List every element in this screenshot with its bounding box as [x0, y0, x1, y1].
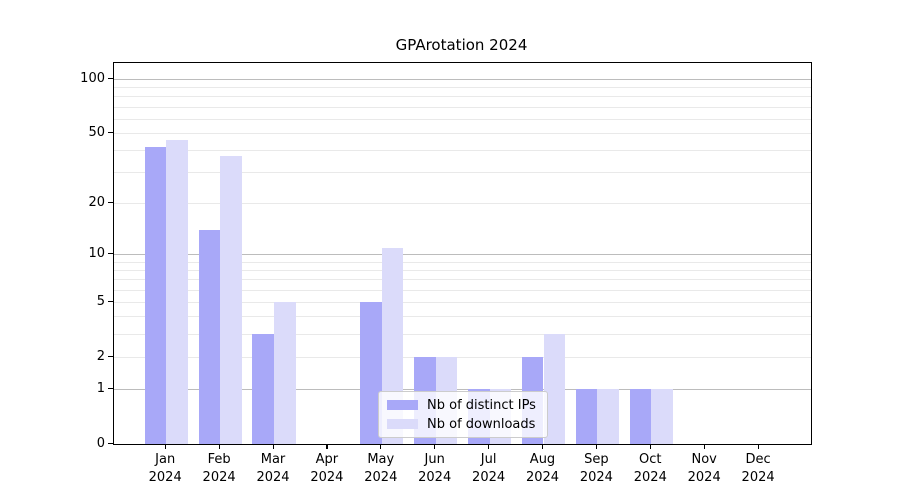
gridline-y-30 — [114, 172, 811, 174]
legend-item-downloads: Nb of downloads — [387, 417, 539, 432]
gridline-y-100 — [114, 78, 811, 80]
bar-sep-distinct-ips — [575, 389, 598, 444]
gridline-y-90 — [114, 86, 811, 88]
x-tick-label-mar: Mar 2024 — [256, 452, 290, 485]
bar-mar-distinct-ips — [252, 334, 274, 444]
bar-jan-downloads — [166, 139, 188, 444]
x-tick-mark-apr — [326, 444, 328, 449]
y-tick-label-20: 20 — [88, 194, 105, 210]
x-tick-label-nov: Nov 2024 — [687, 452, 721, 485]
y-tick-mark-100 — [108, 77, 113, 79]
x-tick-label-may: May 2024 — [364, 452, 398, 485]
x-tick-label-feb: Feb 2024 — [202, 452, 236, 485]
gridline-y-7 — [114, 279, 811, 281]
bar-oct-downloads — [651, 389, 673, 444]
plot-area — [113, 62, 812, 445]
x-tick-label-dec: Dec 2024 — [741, 452, 775, 485]
gridline-y-10 — [114, 253, 811, 255]
x-tick-label-jul: Jul 2024 — [472, 452, 506, 485]
legend-swatch-downloads — [387, 419, 418, 429]
bar-mar-downloads — [274, 302, 296, 444]
y-tick-mark-0 — [108, 442, 113, 444]
x-tick-mark-dec — [757, 444, 759, 449]
gridline-y-80 — [114, 96, 811, 98]
bar-aug-downloads — [543, 334, 566, 444]
legend-item-distinct-ips: Nb of distinct IPs — [387, 398, 539, 413]
x-tick-label-jan: Jan 2024 — [148, 452, 182, 485]
x-tick-mark-feb — [218, 444, 220, 449]
bar-oct-distinct-ips — [629, 389, 652, 444]
x-tick-mark-oct — [649, 444, 651, 449]
x-tick-mark-jan — [164, 444, 166, 449]
legend-label-distinct-ips: Nb of distinct IPs — [427, 397, 536, 413]
x-tick-label-aug: Aug 2024 — [525, 452, 560, 485]
x-tick-label-sep: Sep 2024 — [579, 452, 613, 485]
y-tick-mark-2 — [108, 355, 113, 357]
y-tick-label-0: 0 — [96, 435, 105, 451]
y-tick-label-1: 1 — [96, 380, 105, 396]
y-tick-label-50: 50 — [88, 124, 105, 140]
gridline-y-5 — [114, 301, 811, 303]
gridline-y-8 — [114, 269, 811, 271]
gridline-y-60 — [114, 118, 811, 120]
bar-jan-distinct-ips — [144, 146, 167, 444]
x-tick-mark-aug — [542, 444, 544, 449]
legend: Nb of distinct IPs Nb of downloads — [378, 391, 548, 438]
bar-sep-downloads — [597, 389, 619, 444]
gridline-y-40 — [114, 149, 811, 151]
x-tick-label-jun: Jun 2024 — [418, 452, 452, 485]
x-tick-mark-sep — [595, 444, 598, 449]
legend-label-downloads: Nb of downloads — [427, 416, 536, 432]
gridline-y-4 — [114, 316, 811, 318]
gridline-y-6 — [114, 289, 811, 291]
gridline-y-20 — [114, 202, 811, 204]
bar-feb-distinct-ips — [198, 229, 221, 444]
gridline-y-70 — [114, 106, 811, 108]
y-tick-mark-5 — [108, 300, 113, 303]
x-tick-mark-mar — [272, 444, 274, 449]
y-tick-mark-20 — [108, 201, 113, 204]
x-tick-label-oct: Oct 2024 — [633, 452, 667, 485]
y-tick-mark-50 — [108, 131, 113, 133]
y-tick-label-10: 10 — [88, 245, 105, 261]
bar-feb-downloads — [220, 156, 242, 444]
gridline-y-50 — [114, 132, 811, 134]
y-tick-mark-10 — [108, 252, 113, 255]
gridline-y-1 — [114, 388, 811, 390]
x-tick-mark-jul — [488, 444, 490, 449]
chart-title: GPArotation 2024 — [395, 36, 528, 54]
x-tick-mark-may — [380, 444, 382, 449]
x-tick-mark-nov — [703, 444, 705, 449]
gridline-y-9 — [114, 261, 811, 263]
x-tick-mark-jun — [434, 444, 436, 449]
gridline-y-2 — [114, 356, 811, 358]
y-tick-mark-1 — [108, 387, 113, 389]
legend-swatch-distinct-ips — [387, 400, 418, 410]
y-tick-label-5: 5 — [96, 293, 105, 309]
y-tick-label-2: 2 — [96, 348, 105, 364]
bar-may-distinct-ips — [360, 302, 382, 444]
x-tick-label-apr: Apr 2024 — [310, 452, 344, 485]
gridline-y-3 — [114, 333, 811, 335]
y-tick-label-100: 100 — [80, 70, 105, 86]
